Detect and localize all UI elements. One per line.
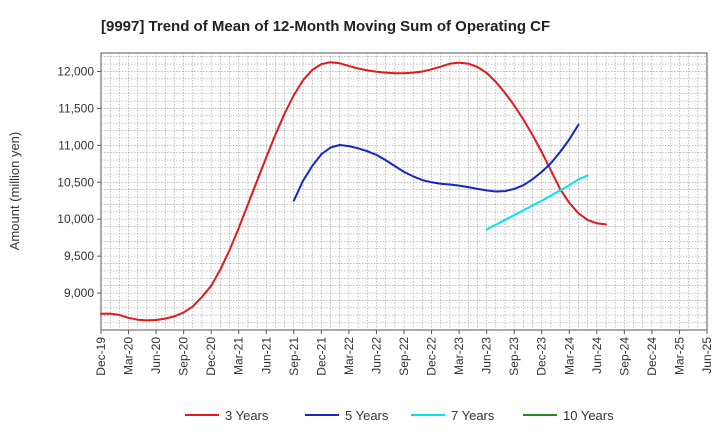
y-tick-label: 10,500 xyxy=(57,175,94,189)
x-tick-label: Mar-21 xyxy=(232,337,246,375)
legend: 3 Years 5 Years 7 Years 10 Years xyxy=(185,408,614,423)
y-tick-label: 12,000 xyxy=(57,64,94,78)
legend-label: 7 Years xyxy=(451,408,495,423)
y-tick-label: 9,000 xyxy=(64,286,94,300)
x-tick-label: Sep-22 xyxy=(397,337,411,376)
x-tick-label: Jun-20 xyxy=(149,337,163,374)
y-tick-label: 9,500 xyxy=(64,249,94,263)
x-tick-label: Dec-23 xyxy=(535,337,549,376)
legend-label: 10 Years xyxy=(563,408,614,423)
x-tick-label: Mar-23 xyxy=(452,337,466,375)
x-tick-label: Sep-20 xyxy=(177,337,191,376)
x-tick-label: Sep-21 xyxy=(287,337,301,376)
legend-label: 5 Years xyxy=(345,408,389,423)
x-tick-label: Dec-21 xyxy=(314,337,328,376)
series-lines xyxy=(100,61,607,322)
x-tick-label: Mar-20 xyxy=(122,337,136,375)
y-tick-label: 11,000 xyxy=(58,138,94,152)
x-tick-label: Jun-23 xyxy=(480,337,494,374)
x-tick-label: Mar-22 xyxy=(342,337,356,375)
x-tick-label: Jun-21 xyxy=(259,337,273,374)
series-line-3-years xyxy=(100,61,607,322)
y-axis-title: Amount (million yen) xyxy=(7,132,22,251)
x-tick-label: Dec-19 xyxy=(94,337,108,376)
x-tick-label: Dec-22 xyxy=(425,337,439,376)
y-axis-ticks: 9,000 9,500 10,000 10,500 11,000 11,500 12,000 xyxy=(57,64,101,300)
y-tick-label: 10,000 xyxy=(57,212,94,226)
x-tick-label: Jun-25 xyxy=(700,337,714,374)
series-line-5-years xyxy=(292,123,580,202)
x-tick-label: Dec-24 xyxy=(645,337,659,376)
y-tick-label: 11,500 xyxy=(58,101,94,115)
x-tick-label: Jun-22 xyxy=(369,337,383,374)
chart-title: [9997] Trend of Mean of 12-Month Moving … xyxy=(101,18,550,35)
grid xyxy=(101,53,707,330)
x-tick-label: Mar-25 xyxy=(672,337,686,375)
x-tick-label: Sep-24 xyxy=(617,337,631,376)
x-tick-label: Dec-20 xyxy=(204,337,218,376)
x-tick-label: Jun-24 xyxy=(590,337,604,374)
x-tick-label: Sep-23 xyxy=(507,337,521,376)
x-tick-label: Mar-24 xyxy=(562,337,576,375)
legend-label: 3 Years xyxy=(225,408,269,423)
x-axis-ticks: Dec-19 Mar-20 Jun-20 Sep-20 Dec-20 Mar-21 Jun-… xyxy=(94,330,714,376)
series-line-7-years xyxy=(485,174,589,231)
